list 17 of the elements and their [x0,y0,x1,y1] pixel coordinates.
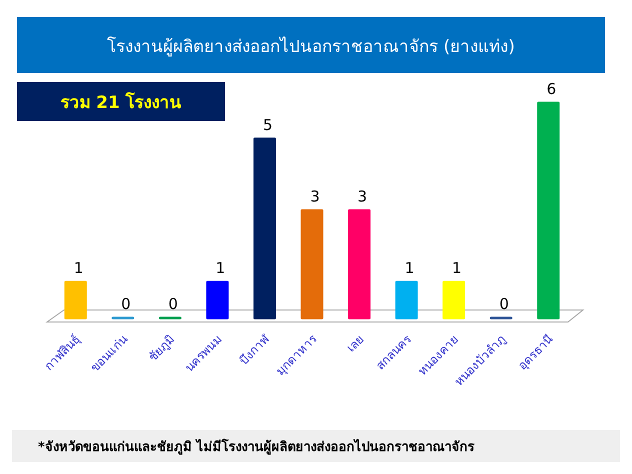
data-label: 6 [546,80,556,98]
data-label: 5 [262,116,272,134]
annotation: *จังหวัดขอนแก่นและชัยภูมิ ไม่มีโรงงานผู้ผลิตยางส่งออกไปนอกราชอาณาจักร [12,430,620,462]
chart-title: โรงงานผู้ผลิตยางส่งออกไปนอกราชอาณาจักร (ยางแท่ง) [107,36,515,57]
data-label: 1 [74,259,84,278]
data-label: 0 [168,295,178,313]
x-tick-label: เลย [344,332,366,355]
title: โรงงานผู้ผลิตยางส่งออกไปนอกราชอาณาจักร (ยางแท่ง) [17,17,605,73]
data-label: 3 [358,188,368,206]
data-label: 3 [310,188,320,206]
data-label: 0 [499,295,509,313]
subtitle: รวม 21 โรงงาน [17,82,225,121]
chart-subtitle: รวม 21 โรงงาน [60,92,182,113]
data-label: 1 [404,259,414,278]
data-label: 1 [452,259,462,278]
data-label: 0 [121,295,131,313]
data-label: 1 [216,259,226,278]
